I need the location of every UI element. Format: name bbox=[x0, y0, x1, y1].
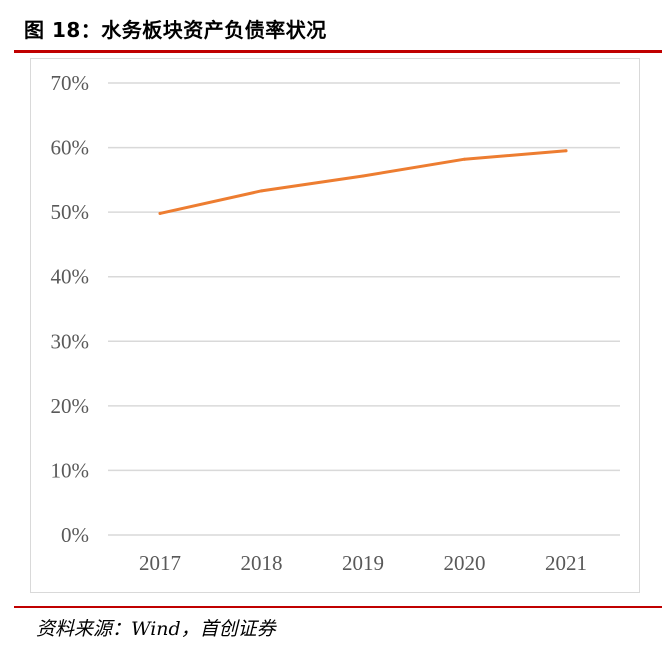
data-point-2021 bbox=[564, 149, 568, 153]
y-tick-label: 50% bbox=[51, 200, 90, 224]
y-tick-label: 40% bbox=[51, 265, 90, 289]
x-tick-label: 2021 bbox=[545, 551, 587, 575]
data-point-2019 bbox=[361, 174, 365, 178]
y-tick-label: 70% bbox=[51, 71, 90, 95]
data-point-2018 bbox=[260, 189, 263, 193]
y-tick-label: 0% bbox=[61, 523, 89, 547]
line-chart: 0% 10% 20% 30% 40% 50% 60% 70% 2017 2018 2019 2020 2… bbox=[51, 71, 620, 575]
bottom-rule bbox=[14, 606, 662, 608]
y-tick-label: 30% bbox=[51, 329, 90, 353]
x-tick-label: 2018 bbox=[241, 551, 283, 575]
y-tick-label: 60% bbox=[51, 136, 90, 160]
y-tick-label: 10% bbox=[51, 458, 90, 482]
title-rule bbox=[14, 50, 662, 53]
x-tick-label: 2020 bbox=[444, 551, 486, 575]
x-tick-label: 2017 bbox=[139, 551, 181, 575]
chart-frame bbox=[30, 58, 640, 593]
y-tick-label: 20% bbox=[51, 394, 90, 418]
x-tick-label: 2019 bbox=[342, 551, 384, 575]
data-point-2020 bbox=[463, 157, 466, 161]
figure-title: 图 18：水务板块资产负债率状况 bbox=[24, 18, 327, 42]
source-note: 资料来源：Wind，首创证券 bbox=[36, 618, 276, 640]
data-point-2017 bbox=[158, 211, 162, 215]
series-line-0 bbox=[158, 149, 568, 215]
